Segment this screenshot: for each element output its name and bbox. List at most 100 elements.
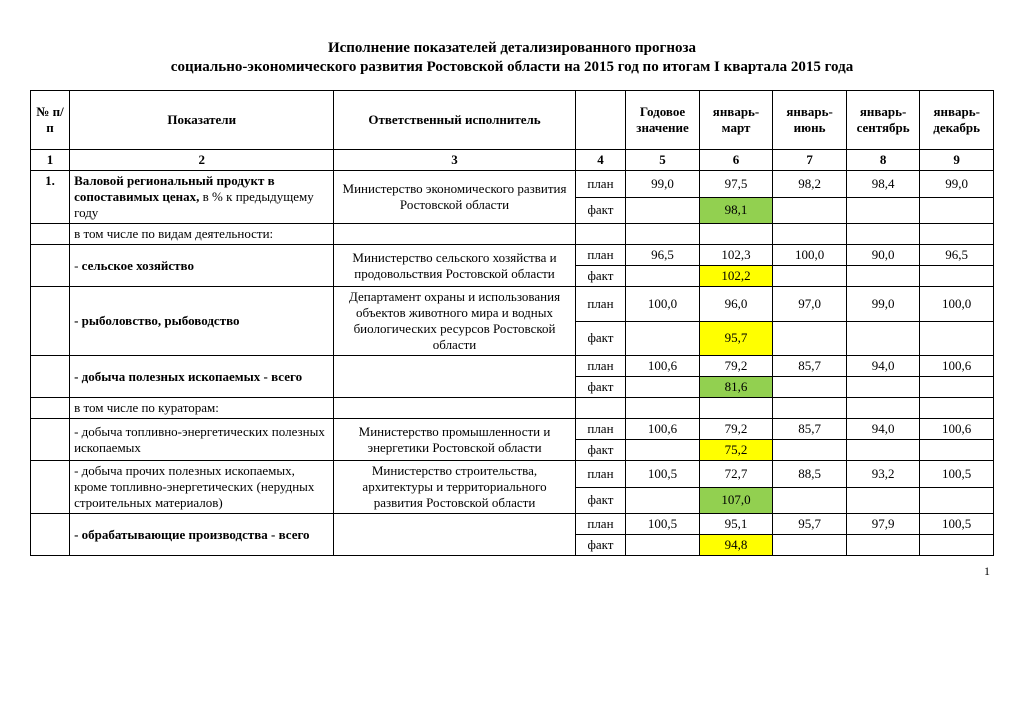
executor-cell: Министерство промышленности и энергетики…	[334, 419, 575, 461]
fakt-label: факт	[575, 377, 626, 398]
value-cell: 100,0	[773, 245, 847, 266]
value-cell: 100,5	[920, 461, 994, 488]
value-cell	[920, 377, 994, 398]
colnum: 3	[334, 150, 575, 171]
value-cell: 102,3	[699, 245, 773, 266]
executor-cell: Департамент охраны и использования объек…	[334, 287, 575, 356]
value-cell: 95,7	[699, 321, 773, 356]
value-cell	[626, 266, 700, 287]
value-cell	[846, 487, 920, 514]
plan-label: план	[575, 287, 626, 322]
empty-cell	[773, 398, 847, 419]
th-q1: январь-март	[699, 91, 773, 150]
th-annual: Годовое значение	[626, 91, 700, 150]
table-row-plan: - добыча полезных ископаемых - всегоплан…	[31, 356, 994, 377]
column-number-row: 1 2 3 4 5 6 7 8 9	[31, 150, 994, 171]
value-cell: 100,6	[920, 419, 994, 440]
value-cell: 97,9	[846, 514, 920, 535]
executor-cell: Министерство строительства, архитектуры …	[334, 461, 575, 514]
indicator-cell: - добыча полезных ископаемых - всего	[70, 356, 334, 398]
colnum: 6	[699, 150, 773, 171]
fakt-label: факт	[575, 197, 626, 224]
value-cell: 81,6	[699, 377, 773, 398]
value-cell	[846, 321, 920, 356]
fakt-label: факт	[575, 266, 626, 287]
value-cell	[920, 535, 994, 556]
th-num: № п/п	[31, 91, 70, 150]
row-num	[31, 224, 70, 245]
fakt-label: факт	[575, 535, 626, 556]
value-cell	[773, 266, 847, 287]
row-num	[31, 398, 70, 419]
indicator-cell: - добыча топливно-энергетических полезны…	[70, 419, 334, 461]
value-cell	[626, 535, 700, 556]
plan-label: план	[575, 356, 626, 377]
th-executor: Ответственный исполнитель	[334, 91, 575, 150]
colnum: 1	[31, 150, 70, 171]
colnum: 7	[773, 150, 847, 171]
row-num	[31, 461, 70, 514]
value-cell	[920, 197, 994, 224]
value-cell	[626, 487, 700, 514]
empty-cell	[334, 398, 575, 419]
value-cell: 72,7	[699, 461, 773, 488]
empty-cell	[920, 398, 994, 419]
executor-cell: Министерство сельского хозяйства и продо…	[334, 245, 575, 287]
empty-cell	[626, 398, 700, 419]
value-cell: 79,2	[699, 419, 773, 440]
value-cell: 100,6	[920, 356, 994, 377]
value-cell: 90,0	[846, 245, 920, 266]
empty-cell	[626, 224, 700, 245]
empty-cell	[575, 224, 626, 245]
value-cell	[773, 321, 847, 356]
empty-cell	[920, 224, 994, 245]
table-row-plan: - добыча прочих полезных ископаемых, кро…	[31, 461, 994, 488]
empty-cell	[334, 224, 575, 245]
empty-cell	[699, 224, 773, 245]
value-cell: 95,7	[773, 514, 847, 535]
value-cell: 94,8	[699, 535, 773, 556]
value-cell	[920, 487, 994, 514]
value-cell	[626, 440, 700, 461]
value-cell	[773, 487, 847, 514]
value-cell: 102,2	[699, 266, 773, 287]
value-cell: 93,2	[846, 461, 920, 488]
section-row: в том числе по кураторам:	[31, 398, 994, 419]
value-cell	[626, 197, 700, 224]
page-number: 1	[30, 564, 994, 579]
value-cell	[846, 197, 920, 224]
colnum: 5	[626, 150, 700, 171]
row-num	[31, 356, 70, 398]
plan-label: план	[575, 461, 626, 488]
value-cell: 100,5	[626, 514, 700, 535]
indicator-cell: - рыболовство, рыбоводство	[70, 287, 334, 356]
page-title-line2: социально-экономического развития Ростов…	[30, 59, 994, 76]
value-cell: 100,6	[626, 419, 700, 440]
value-cell	[846, 266, 920, 287]
header-row: № п/п Показатели Ответственный исполните…	[31, 91, 994, 150]
value-cell	[773, 440, 847, 461]
plan-label: план	[575, 419, 626, 440]
th-q2: январь-июнь	[773, 91, 847, 150]
indicator-cell: - сельское хозяйство	[70, 245, 334, 287]
value-cell: 79,2	[699, 356, 773, 377]
colnum: 2	[70, 150, 334, 171]
plan-label: план	[575, 514, 626, 535]
plan-label: план	[575, 245, 626, 266]
th-indicator: Показатели	[70, 91, 334, 150]
colnum: 9	[920, 150, 994, 171]
value-cell: 100,0	[626, 287, 700, 322]
row-num	[31, 514, 70, 556]
row-num	[31, 245, 70, 287]
fakt-label: факт	[575, 487, 626, 514]
empty-cell	[699, 398, 773, 419]
table-row-plan: - обрабатывающие производства - всегопла…	[31, 514, 994, 535]
value-cell: 98,1	[699, 197, 773, 224]
th-q3: январь-сентябрь	[846, 91, 920, 150]
value-cell	[846, 440, 920, 461]
colnum: 4	[575, 150, 626, 171]
table-row-plan: - сельское хозяйствоМинистерство сельско…	[31, 245, 994, 266]
section-label: в том числе по кураторам:	[70, 398, 334, 419]
indicator-cell: - добыча прочих полезных ископаемых, кро…	[70, 461, 334, 514]
value-cell	[626, 377, 700, 398]
